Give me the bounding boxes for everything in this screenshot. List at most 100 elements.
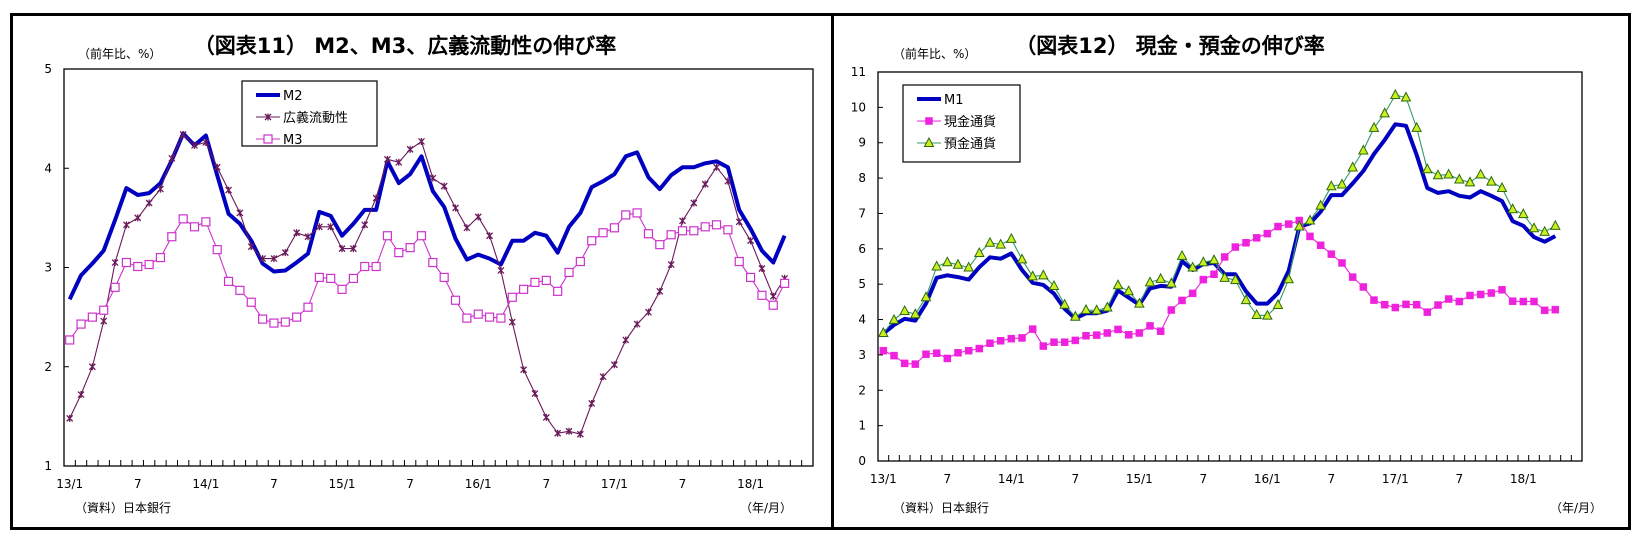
data-point (1508, 297, 1517, 305)
data-point (281, 249, 289, 257)
data-point (235, 285, 245, 295)
series-line (883, 219, 1556, 365)
data-point (348, 273, 358, 284)
data-point (1133, 297, 1145, 308)
data-point (1283, 273, 1295, 284)
data-point (225, 186, 233, 194)
data-point (167, 232, 177, 242)
data-point (1475, 168, 1487, 179)
data-point (900, 359, 909, 368)
data-point (1444, 295, 1453, 303)
x-tick-label: 7 (1072, 472, 1080, 486)
data-point (1156, 327, 1165, 335)
x-tick-label: 7 (944, 472, 952, 486)
data-point (553, 286, 563, 296)
data-point (899, 304, 910, 316)
data-point (280, 317, 290, 327)
data-point (1080, 303, 1092, 314)
data-point (257, 314, 268, 324)
data-point (1540, 306, 1549, 315)
data-point (1338, 259, 1346, 267)
data-point (644, 308, 652, 316)
x-tick-label: 16/1 (465, 477, 492, 491)
data-point (622, 336, 630, 344)
data-point (246, 297, 256, 307)
data-point (643, 229, 654, 239)
data-point (576, 430, 584, 438)
x-tick-label: 7 (270, 477, 278, 491)
x-tick-label: 15/1 (329, 477, 356, 491)
data-point (1325, 180, 1337, 191)
data-point (1252, 234, 1261, 242)
data-point (462, 313, 472, 323)
x-tick-label: 7 (542, 477, 550, 491)
data-point (292, 312, 302, 322)
data-point (1487, 289, 1496, 297)
data-point (724, 177, 732, 185)
data-point (1327, 250, 1336, 258)
data-point (110, 282, 120, 292)
x-tick-label: 17/1 (601, 477, 628, 491)
data-point (734, 256, 744, 267)
data-point (1082, 332, 1090, 340)
data-point (264, 113, 272, 121)
data-point (1005, 232, 1017, 243)
data-point (633, 320, 641, 328)
data-point (1027, 270, 1039, 281)
data-point (133, 261, 143, 272)
data-point (178, 214, 188, 224)
data-point (1018, 334, 1026, 342)
data-point (952, 258, 964, 269)
x-tick-label: 7 (1456, 472, 1464, 486)
data-point (100, 317, 108, 325)
data-point (383, 155, 391, 163)
x-tick-label: 18/1 (1510, 472, 1537, 486)
data-point (666, 230, 676, 240)
data-point (1197, 256, 1209, 267)
data-point (450, 295, 461, 305)
data-point (920, 291, 932, 302)
data-point (1028, 325, 1037, 333)
data-point (439, 272, 449, 283)
data-point (1293, 220, 1305, 231)
data-point (1517, 208, 1529, 219)
data-point (1231, 243, 1240, 251)
data-point (1167, 306, 1176, 314)
data-point (1443, 168, 1455, 179)
data-point (486, 232, 494, 240)
x-tick-label: 7 (1200, 472, 1208, 486)
data-point (405, 243, 415, 253)
data-point (429, 174, 437, 182)
data-point (189, 222, 200, 232)
data-point (1199, 275, 1208, 284)
data-point (1155, 272, 1167, 283)
data-point (270, 255, 278, 263)
data-point (655, 240, 665, 250)
data-point (878, 326, 889, 337)
data-point (1219, 271, 1231, 282)
data-point (1315, 199, 1327, 210)
data-point (1187, 261, 1199, 272)
legend-label: M2 (283, 89, 303, 104)
data-point (1220, 253, 1229, 261)
data-point (974, 246, 985, 258)
data-point (1391, 303, 1400, 312)
data-point (326, 273, 336, 284)
series-line (69, 133, 786, 435)
y-tick-label: 3 (858, 348, 866, 362)
data-point (507, 292, 517, 302)
data-point (598, 228, 608, 238)
series-2-1 (879, 216, 1560, 368)
data-point (1316, 241, 1325, 250)
data-point (1379, 107, 1391, 118)
data-point (1135, 329, 1144, 337)
data-point (1498, 286, 1506, 294)
data-point (711, 220, 722, 230)
series-1-2 (65, 208, 790, 345)
data-point (202, 138, 210, 146)
data-point (677, 226, 688, 236)
x-tick-label: 7 (679, 477, 687, 491)
data-point (1261, 309, 1273, 320)
x-tick-label: 13/1 (56, 477, 83, 491)
data-point (609, 223, 620, 233)
